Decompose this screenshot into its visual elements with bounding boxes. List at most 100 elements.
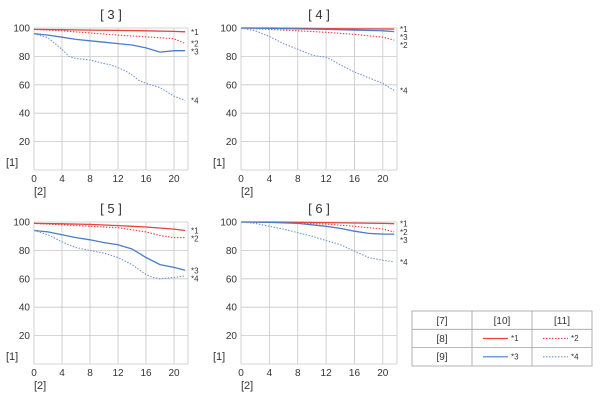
legend-series-name: *2 <box>571 334 579 343</box>
legend-series-name: *4 <box>571 352 579 361</box>
y-axis-label: [1] <box>6 157 18 169</box>
x-tick-label: 0 <box>31 174 37 185</box>
series-line-3 <box>240 27 395 33</box>
x-tick-label: 20 <box>168 174 180 185</box>
legend-series-name: *3 <box>511 352 519 361</box>
legend-frame <box>411 310 593 367</box>
x-tick-label: 12 <box>112 174 124 185</box>
y-tick-label: 80 <box>226 52 238 63</box>
x-tick-label: 0 <box>238 174 244 185</box>
y-tick-label: 40 <box>226 109 238 120</box>
chart-title: [ 6 ] <box>308 201 330 216</box>
y-tick-label: 100 <box>220 218 237 229</box>
legend-header-dotted: [11] <box>554 316 570 327</box>
series-line-3 <box>33 33 186 53</box>
series-line-2 <box>240 27 395 41</box>
series-end-label: *2 <box>191 235 199 244</box>
series-line-4 <box>33 33 186 101</box>
series-end-label: *3 <box>400 33 408 42</box>
x-tick-label: 4 <box>267 174 273 185</box>
legend-row-label: [9] <box>436 352 447 363</box>
x-tick-label: 16 <box>349 368 361 379</box>
y-tick-label: 80 <box>19 246 31 257</box>
legend-row-label: [8] <box>436 334 447 345</box>
y-tick-label: 100 <box>220 24 237 35</box>
series-end-label: *3 <box>400 236 408 245</box>
series-line-4 <box>240 221 395 263</box>
x-axis-label: [2] <box>34 186 46 198</box>
x-tick-label: 12 <box>112 368 124 379</box>
x-tick-label: 16 <box>140 368 152 379</box>
legend-header-solid: [10] <box>494 316 511 327</box>
series-end-label: *3 <box>191 48 199 57</box>
chart-panels: [ 3 ]0 4 8 12 16 2020406080100[1][2]*1*2*3*4[… <box>6 7 408 392</box>
x-tick-label: 4 <box>267 368 273 379</box>
series-end-label: *4 <box>191 96 199 105</box>
y-tick-label: 80 <box>19 52 31 63</box>
chart-title: [ 5 ] <box>100 201 122 216</box>
series-end-label: *3 <box>191 266 199 275</box>
x-tick-label: 16 <box>349 174 361 185</box>
series-end-label: *1 <box>400 220 408 229</box>
series-line-1 <box>33 28 186 33</box>
series-line-2 <box>33 222 186 239</box>
x-tick-label: 4 <box>59 368 65 379</box>
y-tick-label: 60 <box>19 80 31 91</box>
y-tick-label: 100 <box>13 218 30 229</box>
y-axis-label: [1] <box>6 351 18 363</box>
legend-table: [7] [10] [11] [8] *1 *2 [9] *3 *4 <box>411 310 593 367</box>
y-tick-label: 20 <box>226 137 238 148</box>
chart-title: [ 3 ] <box>100 7 122 22</box>
x-tick-label: 20 <box>377 174 389 185</box>
chart-panel: [ 4 ] 0 4 8 12 16 20 20 40 60 80 100 [1] [2] *1*3*2 *4 <box>213 7 408 198</box>
x-tick-label: 0 <box>238 368 244 379</box>
x-tick-label: 12 <box>321 368 333 379</box>
x-tick-label: 4 <box>59 174 65 185</box>
y-tick-label: 20 <box>19 331 31 342</box>
legend-series-name: *1 <box>511 334 519 343</box>
x-tick-label: 8 <box>87 368 93 379</box>
chart-title: [ 4 ] <box>308 7 330 22</box>
x-axis-label: [2] <box>241 380 253 392</box>
x-tick-label: 8 <box>295 368 301 379</box>
series-end-label: *2 <box>400 228 408 237</box>
y-tick-label: 80 <box>226 246 238 257</box>
y-tick-label: 60 <box>226 274 238 285</box>
y-tick-label: 20 <box>19 137 31 148</box>
series-end-label: *2 <box>191 40 199 49</box>
series-end-label: *2 <box>400 41 408 50</box>
series-line-4 <box>240 27 395 91</box>
x-tick-label: 12 <box>321 174 333 185</box>
series-line-2 <box>33 28 186 45</box>
series-end-label: *1 <box>191 227 199 236</box>
x-tick-label: 0 <box>31 368 37 379</box>
x-tick-label: 20 <box>377 368 389 379</box>
y-tick-label: 100 <box>13 24 30 35</box>
y-axis-label: [1] <box>213 157 225 169</box>
chart-panel: [ 6 ] 0 4 8 12 16 20 20 40 60 80 100 [1] [2] *1*2*3 *4 <box>213 201 408 392</box>
series-line-3 <box>240 221 395 235</box>
series-end-label: *1 <box>191 28 199 37</box>
y-tick-label: 20 <box>226 331 238 342</box>
y-tick-label: 40 <box>19 109 31 120</box>
y-tick-label: 60 <box>226 80 238 91</box>
x-axis-label: [2] <box>34 380 46 392</box>
series-end-label: *4 <box>191 274 199 283</box>
series-end-label: *4 <box>400 258 408 267</box>
series-end-label: *1 <box>400 25 408 34</box>
legend-header-label: [7] <box>436 316 447 327</box>
series-line-3 <box>33 229 186 271</box>
x-axis-label: [2] <box>241 186 253 198</box>
series-line-4 <box>33 229 186 280</box>
series-end-label: *4 <box>400 86 408 95</box>
y-tick-label: 40 <box>226 303 238 314</box>
y-tick-label: 40 <box>19 303 31 314</box>
y-axis-label: [1] <box>213 351 225 363</box>
x-tick-label: 16 <box>140 174 152 185</box>
x-tick-label: 20 <box>168 368 180 379</box>
x-tick-label: 8 <box>295 174 301 185</box>
chart-panel: [ 3 ] 0 4 8 12 16 20 20 40 60 80 100 [1] [2] *1 *2*3 *4 <box>6 7 199 198</box>
series-line-1 <box>33 222 186 232</box>
x-tick-label: 8 <box>87 174 93 185</box>
